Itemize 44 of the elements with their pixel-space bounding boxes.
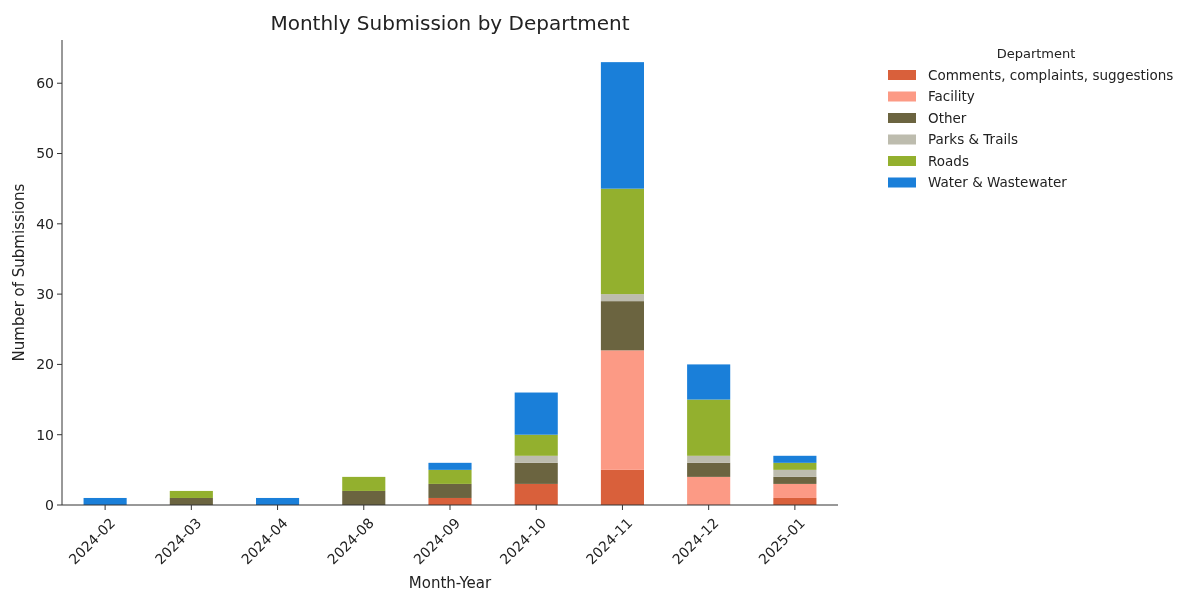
bar [514,434,558,456]
y-axis-title: Number of Submissions [10,183,28,362]
bar [428,469,472,484]
bar [773,455,817,463]
legend-label: Parks & Trails [928,131,1018,148]
bar [428,462,472,470]
bar [514,455,558,463]
bar [600,350,644,470]
legend-label: Other [928,109,967,126]
bar [428,483,472,498]
bar [514,483,558,505]
bar [687,462,731,477]
y-tick-label: 20 [36,356,54,373]
legend-label: Facility [928,88,975,105]
bar [514,392,558,435]
bar [687,455,731,463]
bar [687,399,731,456]
bar [600,294,644,302]
x-axis-title: Month-Year [408,574,493,592]
bar [600,469,644,505]
bar [600,188,644,295]
legend-label: Water & Wastewater [928,174,1068,191]
chart-title: Monthly Submission by Department [270,11,630,35]
legend-title: Department [996,46,1076,61]
bar [342,490,386,505]
y-tick-label: 40 [36,215,54,232]
y-tick-label: 10 [36,426,54,443]
bar [600,62,644,189]
bar [514,462,558,484]
y-tick-label: 50 [36,145,54,162]
bar [687,476,731,505]
legend-label: Comments, complaints, suggestions [928,66,1174,83]
y-tick-label: 60 [36,75,54,92]
bar [773,469,817,477]
bar [169,490,213,498]
bar [773,462,817,470]
bar [687,364,731,400]
bar [342,476,386,491]
bar [773,483,817,498]
y-tick-label: 0 [45,496,54,513]
y-tick-label: 30 [36,286,54,303]
bar [773,476,817,484]
legend-label: Roads [928,152,969,169]
bar [600,301,644,351]
